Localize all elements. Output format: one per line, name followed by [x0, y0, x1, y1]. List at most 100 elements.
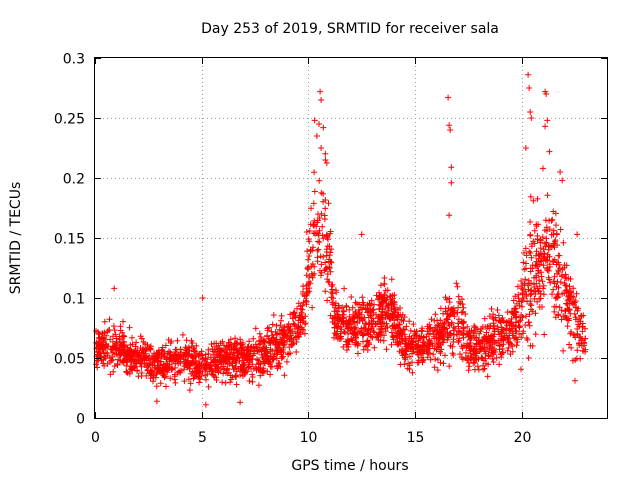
data-point [512, 306, 519, 313]
data-point [323, 160, 330, 166]
data-point [206, 362, 213, 369]
data-point [359, 299, 366, 306]
data-point [427, 339, 434, 346]
data-point [551, 238, 558, 245]
data-point [223, 343, 230, 350]
data-point [455, 293, 462, 300]
data-point [514, 283, 521, 290]
data-point [348, 294, 355, 300]
data-point [331, 314, 338, 321]
data-point [576, 315, 583, 322]
data-point [325, 200, 332, 207]
data-point [470, 330, 477, 337]
data-point [304, 265, 311, 272]
data-point [310, 200, 317, 207]
data-point [142, 340, 148, 347]
data-point [278, 317, 284, 324]
data-point [426, 321, 433, 328]
data-point [110, 368, 117, 375]
data-point [460, 332, 466, 339]
data-point [543, 239, 550, 246]
data-point [273, 322, 280, 329]
data-point [128, 365, 135, 372]
data-point [385, 307, 392, 314]
data-point [252, 325, 259, 332]
data-point [126, 370, 133, 377]
data-point [481, 333, 488, 340]
data-point [121, 342, 128, 349]
data-point [126, 324, 133, 331]
data-point [384, 324, 391, 331]
data-point [278, 355, 285, 362]
data-point [270, 312, 277, 318]
data-point [566, 283, 573, 290]
x-tick-label: 5 [198, 430, 207, 446]
data-point [546, 261, 553, 268]
data-point [364, 347, 371, 353]
data-point [524, 282, 531, 289]
data-point [246, 363, 253, 370]
data-point [164, 364, 171, 371]
data-point [324, 233, 330, 240]
data-point [495, 312, 502, 319]
data-point [368, 333, 374, 340]
data-point [142, 348, 149, 355]
data-point [181, 378, 188, 385]
data-point [435, 321, 442, 328]
data-point [101, 353, 108, 360]
data-point [212, 362, 219, 368]
data-point [202, 351, 209, 358]
data-point [429, 328, 436, 335]
data-point [577, 355, 584, 362]
data-point [458, 354, 465, 361]
data-point [523, 313, 529, 320]
data-point [113, 342, 120, 349]
data-point [486, 313, 493, 320]
data-point [427, 324, 434, 331]
data-point [117, 351, 124, 358]
data-point [490, 359, 497, 365]
data-point [389, 295, 396, 302]
data-point [565, 290, 572, 296]
x-tick-label: 10 [300, 430, 318, 446]
data-point [215, 348, 222, 355]
data-point [215, 342, 222, 349]
data-point [319, 223, 326, 230]
data-point [557, 279, 564, 286]
data-point [190, 345, 197, 352]
data-point [458, 309, 465, 316]
data-point [147, 375, 154, 382]
data-point [563, 300, 570, 307]
data-point [443, 316, 450, 323]
data-point [415, 337, 422, 344]
data-point [513, 342, 520, 349]
data-point [571, 332, 578, 339]
data-point [193, 373, 200, 380]
data-point [298, 324, 305, 331]
data-point [326, 264, 333, 270]
data-point [397, 311, 404, 318]
data-point [301, 330, 308, 337]
data-point [106, 327, 113, 333]
data-point [202, 366, 209, 373]
data-point [316, 239, 323, 246]
data-point [519, 290, 526, 296]
data-point [533, 274, 539, 281]
data-point [526, 85, 533, 91]
data-point [320, 235, 327, 242]
data-point [311, 169, 318, 176]
data-point [241, 369, 248, 376]
data-point [331, 330, 338, 337]
data-point [540, 262, 547, 269]
data-point [211, 340, 218, 347]
data-point [340, 315, 347, 322]
data-point [369, 320, 375, 327]
data-point [570, 331, 577, 338]
data-point [383, 320, 390, 327]
data-point [292, 314, 299, 321]
data-point [273, 336, 280, 343]
data-point [116, 336, 123, 343]
data-point [217, 365, 224, 372]
data-point [333, 289, 340, 296]
data-point [391, 299, 398, 306]
